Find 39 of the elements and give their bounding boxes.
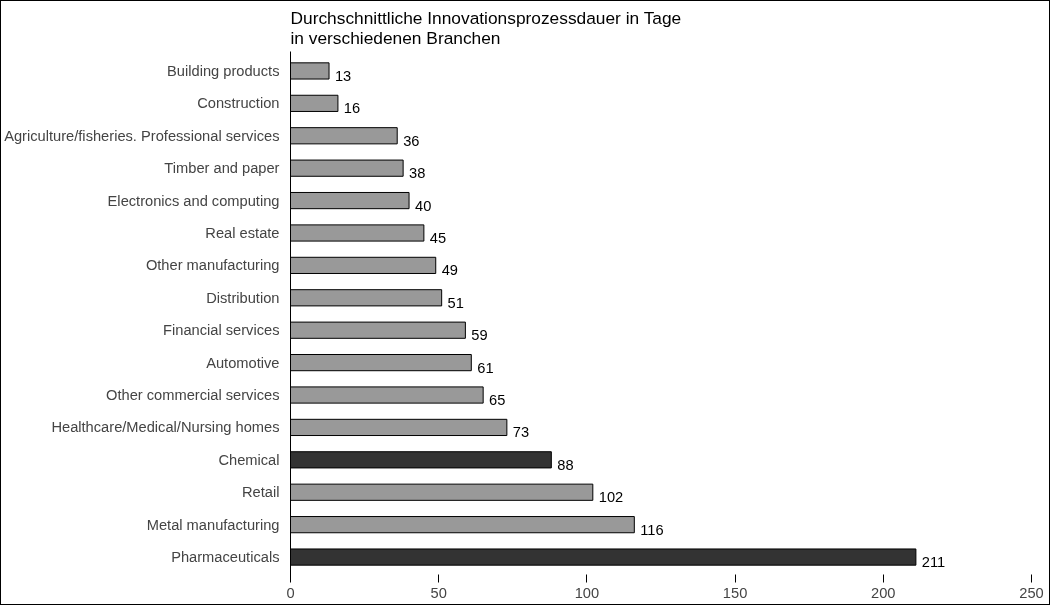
y-tick-label: Electronics and computing — [107, 192, 280, 209]
y-tick-label: Agriculture/fisheries. Professional services — [4, 127, 280, 144]
y-tick-label: Pharmaceuticals — [171, 549, 280, 566]
data-label: 36 — [403, 132, 420, 149]
data-label: 38 — [409, 165, 426, 182]
chart-title: Durchschnittliche Innovationsprozessdauer in Tage in verschiedenen Branchen — [290, 7, 682, 48]
data-label: 49 — [441, 262, 458, 279]
data-label: 45 — [429, 229, 447, 246]
y-tick-label: Real estate — [205, 224, 280, 241]
y-tick-label: Chemical — [218, 451, 280, 468]
data-label: 40 — [414, 197, 432, 214]
y-tick-label: Building products — [167, 62, 280, 79]
y-tick-label: Financial services — [163, 322, 280, 339]
y-tick-label: Automotive — [206, 354, 280, 371]
data-label: 65 — [489, 392, 506, 409]
y-tick-label: Other commercial services — [106, 387, 280, 404]
x-tick-label: 150 — [722, 584, 748, 601]
x-tick-label: 200 — [871, 584, 896, 601]
y-tick-label: Healthcare/Medical/Nursing homes — [51, 419, 280, 436]
y-tick-label: Construction — [197, 95, 280, 112]
data-label: 73 — [512, 424, 530, 441]
data-label: 211 — [921, 554, 946, 571]
data-label: 88 — [557, 456, 574, 473]
x-tick-label: 250 — [1019, 584, 1044, 601]
data-label: 102 — [598, 489, 624, 506]
data-label: 61 — [477, 359, 494, 376]
x-tick-label: 100 — [574, 584, 600, 601]
x-tick-label: 50 — [430, 584, 447, 601]
y-tick-label: Timber and paper — [164, 160, 280, 177]
data-label: 16 — [343, 100, 361, 117]
x-tick-label: 0 — [286, 584, 295, 601]
y-tick-label: Other manufacturing — [145, 257, 280, 274]
y-tick-label: Metal manufacturing — [146, 516, 280, 533]
data-label: 13 — [334, 67, 352, 84]
data-label: 51 — [447, 294, 464, 311]
y-tick-label: Distribution — [206, 289, 280, 306]
data-label: 59 — [471, 327, 488, 344]
data-label: 116 — [640, 521, 664, 538]
y-tick-label: Retail — [242, 484, 280, 501]
